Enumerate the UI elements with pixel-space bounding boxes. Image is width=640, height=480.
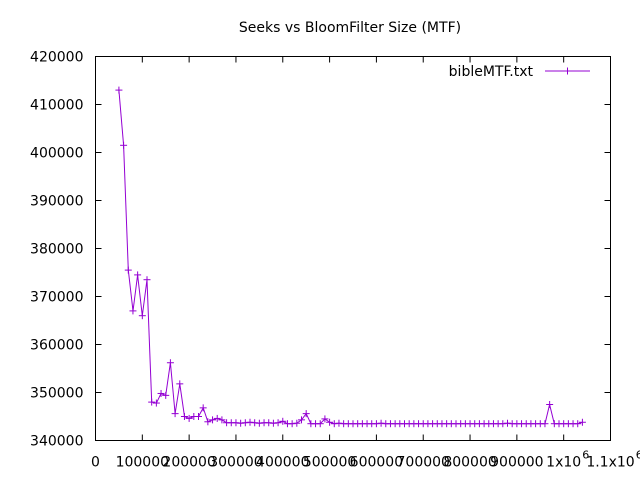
y-tick-label: 380000 <box>30 242 83 258</box>
x-tick-label: 800000 <box>443 455 496 471</box>
x-tick-label: 400000 <box>256 455 309 471</box>
y-tick-label: 400000 <box>30 146 83 162</box>
data-point <box>152 399 160 407</box>
y-tick-label: 410000 <box>30 98 83 114</box>
data-point <box>578 418 586 426</box>
x-tick-label: 200000 <box>162 455 215 471</box>
data-point <box>204 418 212 426</box>
data-point <box>138 312 146 320</box>
data-point <box>157 389 165 397</box>
data-point <box>120 141 128 149</box>
data-point <box>148 398 156 406</box>
x-tick-label: 300000 <box>209 455 262 471</box>
chart-title: Seeks vs BloomFilter Size (MTF) <box>239 20 461 36</box>
data-point <box>124 266 132 274</box>
x-tick-label: 600000 <box>350 455 403 471</box>
data-point <box>302 410 310 418</box>
data-point <box>218 416 226 424</box>
x-tick-label-exponent: 6 <box>636 449 640 462</box>
x-axis-ticks: 0 100000200000300000400000500000600000700… <box>91 56 640 471</box>
x-tick-label: 900000 <box>490 455 543 471</box>
x-tick-label: 1.1x10 <box>586 455 634 471</box>
series-layer <box>115 86 586 428</box>
legend: bibleMTF.txt <box>449 64 590 80</box>
data-point <box>166 359 174 367</box>
data-point <box>316 420 324 428</box>
data-point <box>298 416 305 424</box>
data-point <box>185 414 193 422</box>
y-tick-label: 360000 <box>30 338 83 354</box>
y-tick-label: 350000 <box>30 386 83 402</box>
data-point <box>326 418 334 426</box>
data-point <box>213 414 221 422</box>
data-point <box>541 420 549 428</box>
data-point <box>195 413 202 420</box>
x-tick-label: 100000 <box>116 455 169 471</box>
y-tick-label: 370000 <box>30 290 83 306</box>
data-point <box>115 86 123 94</box>
x-tick-label-exponent: 6 <box>582 449 589 462</box>
x-tick-label: 700000 <box>397 455 450 471</box>
data-point <box>274 419 282 427</box>
y-tick-label: 340000 <box>30 434 83 450</box>
data-point <box>134 271 142 279</box>
data-point <box>171 410 179 418</box>
data-point <box>574 420 582 428</box>
x-tick-label: 0 <box>91 455 100 471</box>
data-point <box>162 391 170 399</box>
legend-label: bibleMTF.txt <box>449 64 534 80</box>
data-point <box>546 401 554 408</box>
data-point <box>293 419 301 427</box>
data-point <box>209 416 217 424</box>
y-axis-ticks: 340000 350000 360000 370000 380000 390000 4000… <box>30 50 611 450</box>
x-tick-label: 1x10 <box>546 455 581 471</box>
y-tick-label: 420000 <box>30 50 83 66</box>
series-line <box>118 90 583 425</box>
data-point <box>279 417 287 425</box>
y-tick-label: 390000 <box>30 194 83 210</box>
data-point <box>143 276 151 284</box>
legend-marker <box>564 67 571 75</box>
data-point <box>321 415 329 423</box>
data-point <box>176 380 184 388</box>
data-point <box>129 307 137 315</box>
data-point <box>180 413 188 420</box>
data-point <box>199 404 207 412</box>
x-tick-label: 500000 <box>303 455 356 471</box>
